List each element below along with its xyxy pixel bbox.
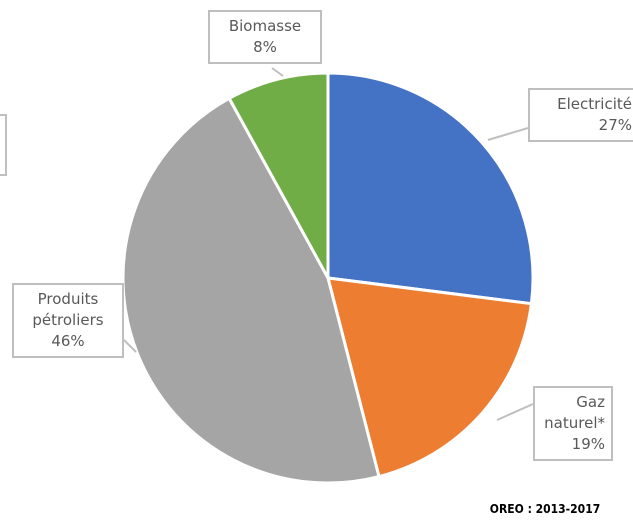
data-label: Produits pétroliers 46%	[12, 283, 124, 358]
leader-line	[487, 127, 529, 141]
pie-slice	[325, 276, 534, 479]
leader-line	[271, 67, 284, 77]
pie-slice	[326, 71, 535, 306]
label-name: Produits pétroliers	[32, 290, 104, 329]
label-value: 27%	[598, 116, 632, 134]
pie-slice	[227, 71, 330, 279]
pie-slice	[121, 96, 381, 485]
label-name: Electricité	[557, 95, 632, 113]
data-label: Gaz naturel* 19%	[533, 386, 613, 461]
data-label: Electricité 27%	[528, 88, 633, 142]
label-name: Gaz naturel*	[544, 393, 605, 432]
leader-line	[496, 403, 534, 421]
label-value: 46%	[51, 332, 85, 350]
label-value: 19%	[571, 435, 605, 453]
cut-off-label-box	[0, 114, 7, 176]
leader-line	[123, 339, 137, 353]
label-name: Biomasse	[228, 17, 302, 35]
label-value: 8%	[253, 38, 277, 56]
data-label: Biomasse 8%	[208, 10, 322, 64]
source: OREO : 2013-2017	[489, 502, 601, 516]
